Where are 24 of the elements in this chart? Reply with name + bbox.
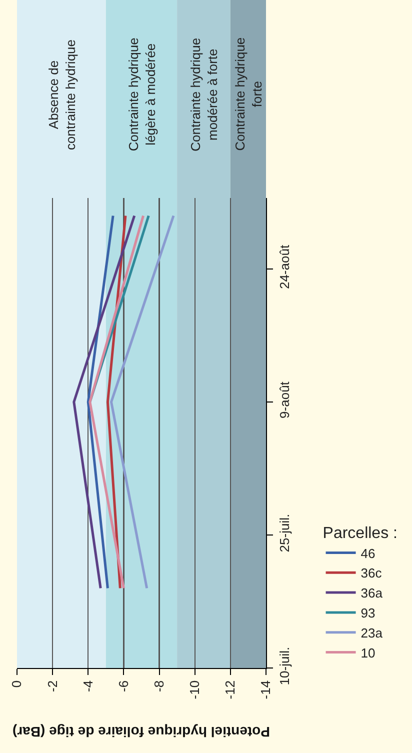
x-tick-label: -8 <box>152 680 167 692</box>
x-tick-label: -10 <box>187 680 202 700</box>
legend-label: 10 <box>360 645 376 660</box>
legend-title: Parcelles : <box>322 524 398 542</box>
x-axis-title: Potentiel hydrique foliaire de tige (Bar) <box>12 724 270 740</box>
band-label: Absence de contrainte hydrique <box>46 39 78 150</box>
y-tick-label: 24-août <box>276 244 292 290</box>
x-tick-label: -2 <box>44 680 60 692</box>
x-tick-label: -14 <box>258 680 274 700</box>
legend-label: 93 <box>360 606 376 621</box>
legend-label: 23a <box>360 625 384 640</box>
x-tick-label: -6 <box>116 680 131 692</box>
y-tick-label: 10-juil. <box>276 646 292 686</box>
legend-label: 46 <box>360 546 376 561</box>
x-tick-label: -12 <box>222 680 238 700</box>
x-tick-label: 0 <box>9 680 24 688</box>
band-label: Contrainte hydrique forte <box>232 37 265 151</box>
legend-label: 36a <box>360 586 384 601</box>
legend-label: 36c <box>360 566 382 581</box>
y-tick-label: 25-juil. <box>276 514 292 552</box>
x-tick-label: -4 <box>80 680 96 692</box>
band-label: Contrainte hydrique légère à modérée <box>126 38 158 152</box>
y-tick-label: 9-août <box>276 381 292 418</box>
band-label: Contrainte hydrique modérée à forte <box>188 38 220 152</box>
